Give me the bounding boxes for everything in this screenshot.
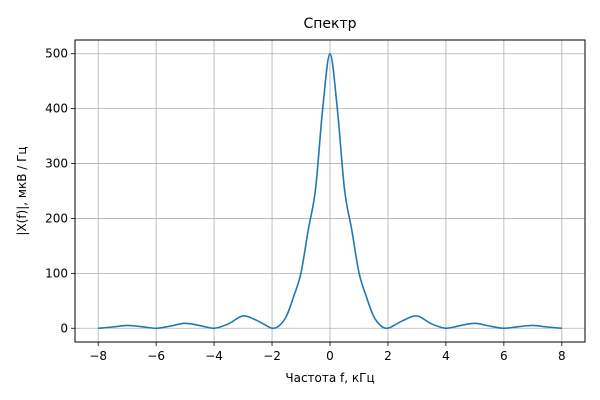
y-tick-label: 500 [45,47,68,61]
x-tick-label: −2 [263,349,281,363]
y-axis-label: |X(f)|, мкВ / Гц [15,146,29,235]
chart-title: Спектр [303,16,356,32]
y-tick-label: 200 [45,211,68,225]
y-axis-ticks: 0 100 200 300 400 500 [45,47,75,335]
x-tick-label: 8 [558,349,566,363]
y-tick-label: 0 [60,321,68,335]
x-tick-label: −6 [147,349,165,363]
y-tick-label: 300 [45,157,68,171]
y-tick-label: 400 [45,102,68,116]
x-tick-label: 4 [442,349,450,363]
spectrum-series-line [98,52,562,330]
x-tick-label: −4 [205,349,223,363]
y-tick-label: 100 [45,266,68,280]
x-axis-label: Частота f, кГц [285,371,374,385]
grid [75,40,585,342]
x-axis-ticks: −8 −6 −4 −2 0 2 4 6 8 [89,342,566,363]
x-tick-label: 2 [384,349,392,363]
x-tick-label: 6 [500,349,508,363]
x-tick-label: 0 [326,349,334,363]
x-tick-label: −8 [89,349,107,363]
